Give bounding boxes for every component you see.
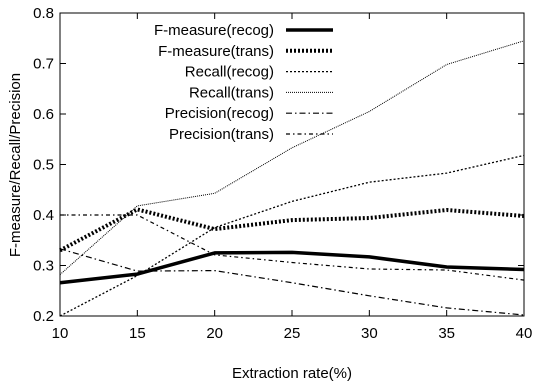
series-line-1 bbox=[59, 250, 525, 285]
x-axis-label: Extraction rate(%) bbox=[232, 365, 352, 382]
legend-label: Precision(recog) bbox=[165, 105, 274, 122]
y-axis: 0.2 0.3 0.4 0.5 0.6 0.7 0.8 bbox=[33, 5, 524, 325]
series-line-4 bbox=[59, 40, 525, 275]
x-tick-label: 25 bbox=[284, 325, 301, 342]
x-tick-label: 20 bbox=[206, 325, 223, 342]
y-tick-label: 0.8 bbox=[33, 5, 54, 22]
series-lines bbox=[59, 40, 525, 317]
series-line-2 bbox=[59, 207, 525, 253]
y-tick-label: 0.2 bbox=[33, 308, 54, 325]
y-tick-label: 0.5 bbox=[33, 157, 54, 174]
y-tick-label: 0.4 bbox=[33, 207, 54, 224]
x-tick-label: 40 bbox=[516, 325, 533, 342]
legend-label: Recall(recog) bbox=[185, 64, 274, 81]
x-axis: 10 15 20 25 30 35 40 bbox=[52, 13, 533, 342]
legend-label: F-measure(trans) bbox=[158, 43, 274, 60]
series-line-6 bbox=[60, 214, 525, 281]
y-tick-label: 0.6 bbox=[33, 106, 54, 123]
x-tick-label: 10 bbox=[52, 325, 69, 342]
legend-label: Recall(trans) bbox=[189, 84, 274, 101]
x-tick-label: 35 bbox=[438, 325, 455, 342]
y-axis-label: F-measure/Recall/Precision bbox=[7, 73, 24, 257]
legend-label: F-measure(recog) bbox=[154, 22, 274, 39]
x-tick-label: 15 bbox=[129, 325, 146, 342]
y-tick-label: 0.7 bbox=[33, 56, 54, 73]
legend: F-measure(recog) F-measure(trans) Recall(r… bbox=[154, 22, 333, 143]
series-line-3 bbox=[59, 154, 525, 317]
legend-label: Precision(trans) bbox=[169, 126, 274, 143]
series-line-5 bbox=[59, 248, 525, 316]
y-tick-label: 0.3 bbox=[33, 258, 54, 275]
x-tick-label: 30 bbox=[361, 325, 378, 342]
